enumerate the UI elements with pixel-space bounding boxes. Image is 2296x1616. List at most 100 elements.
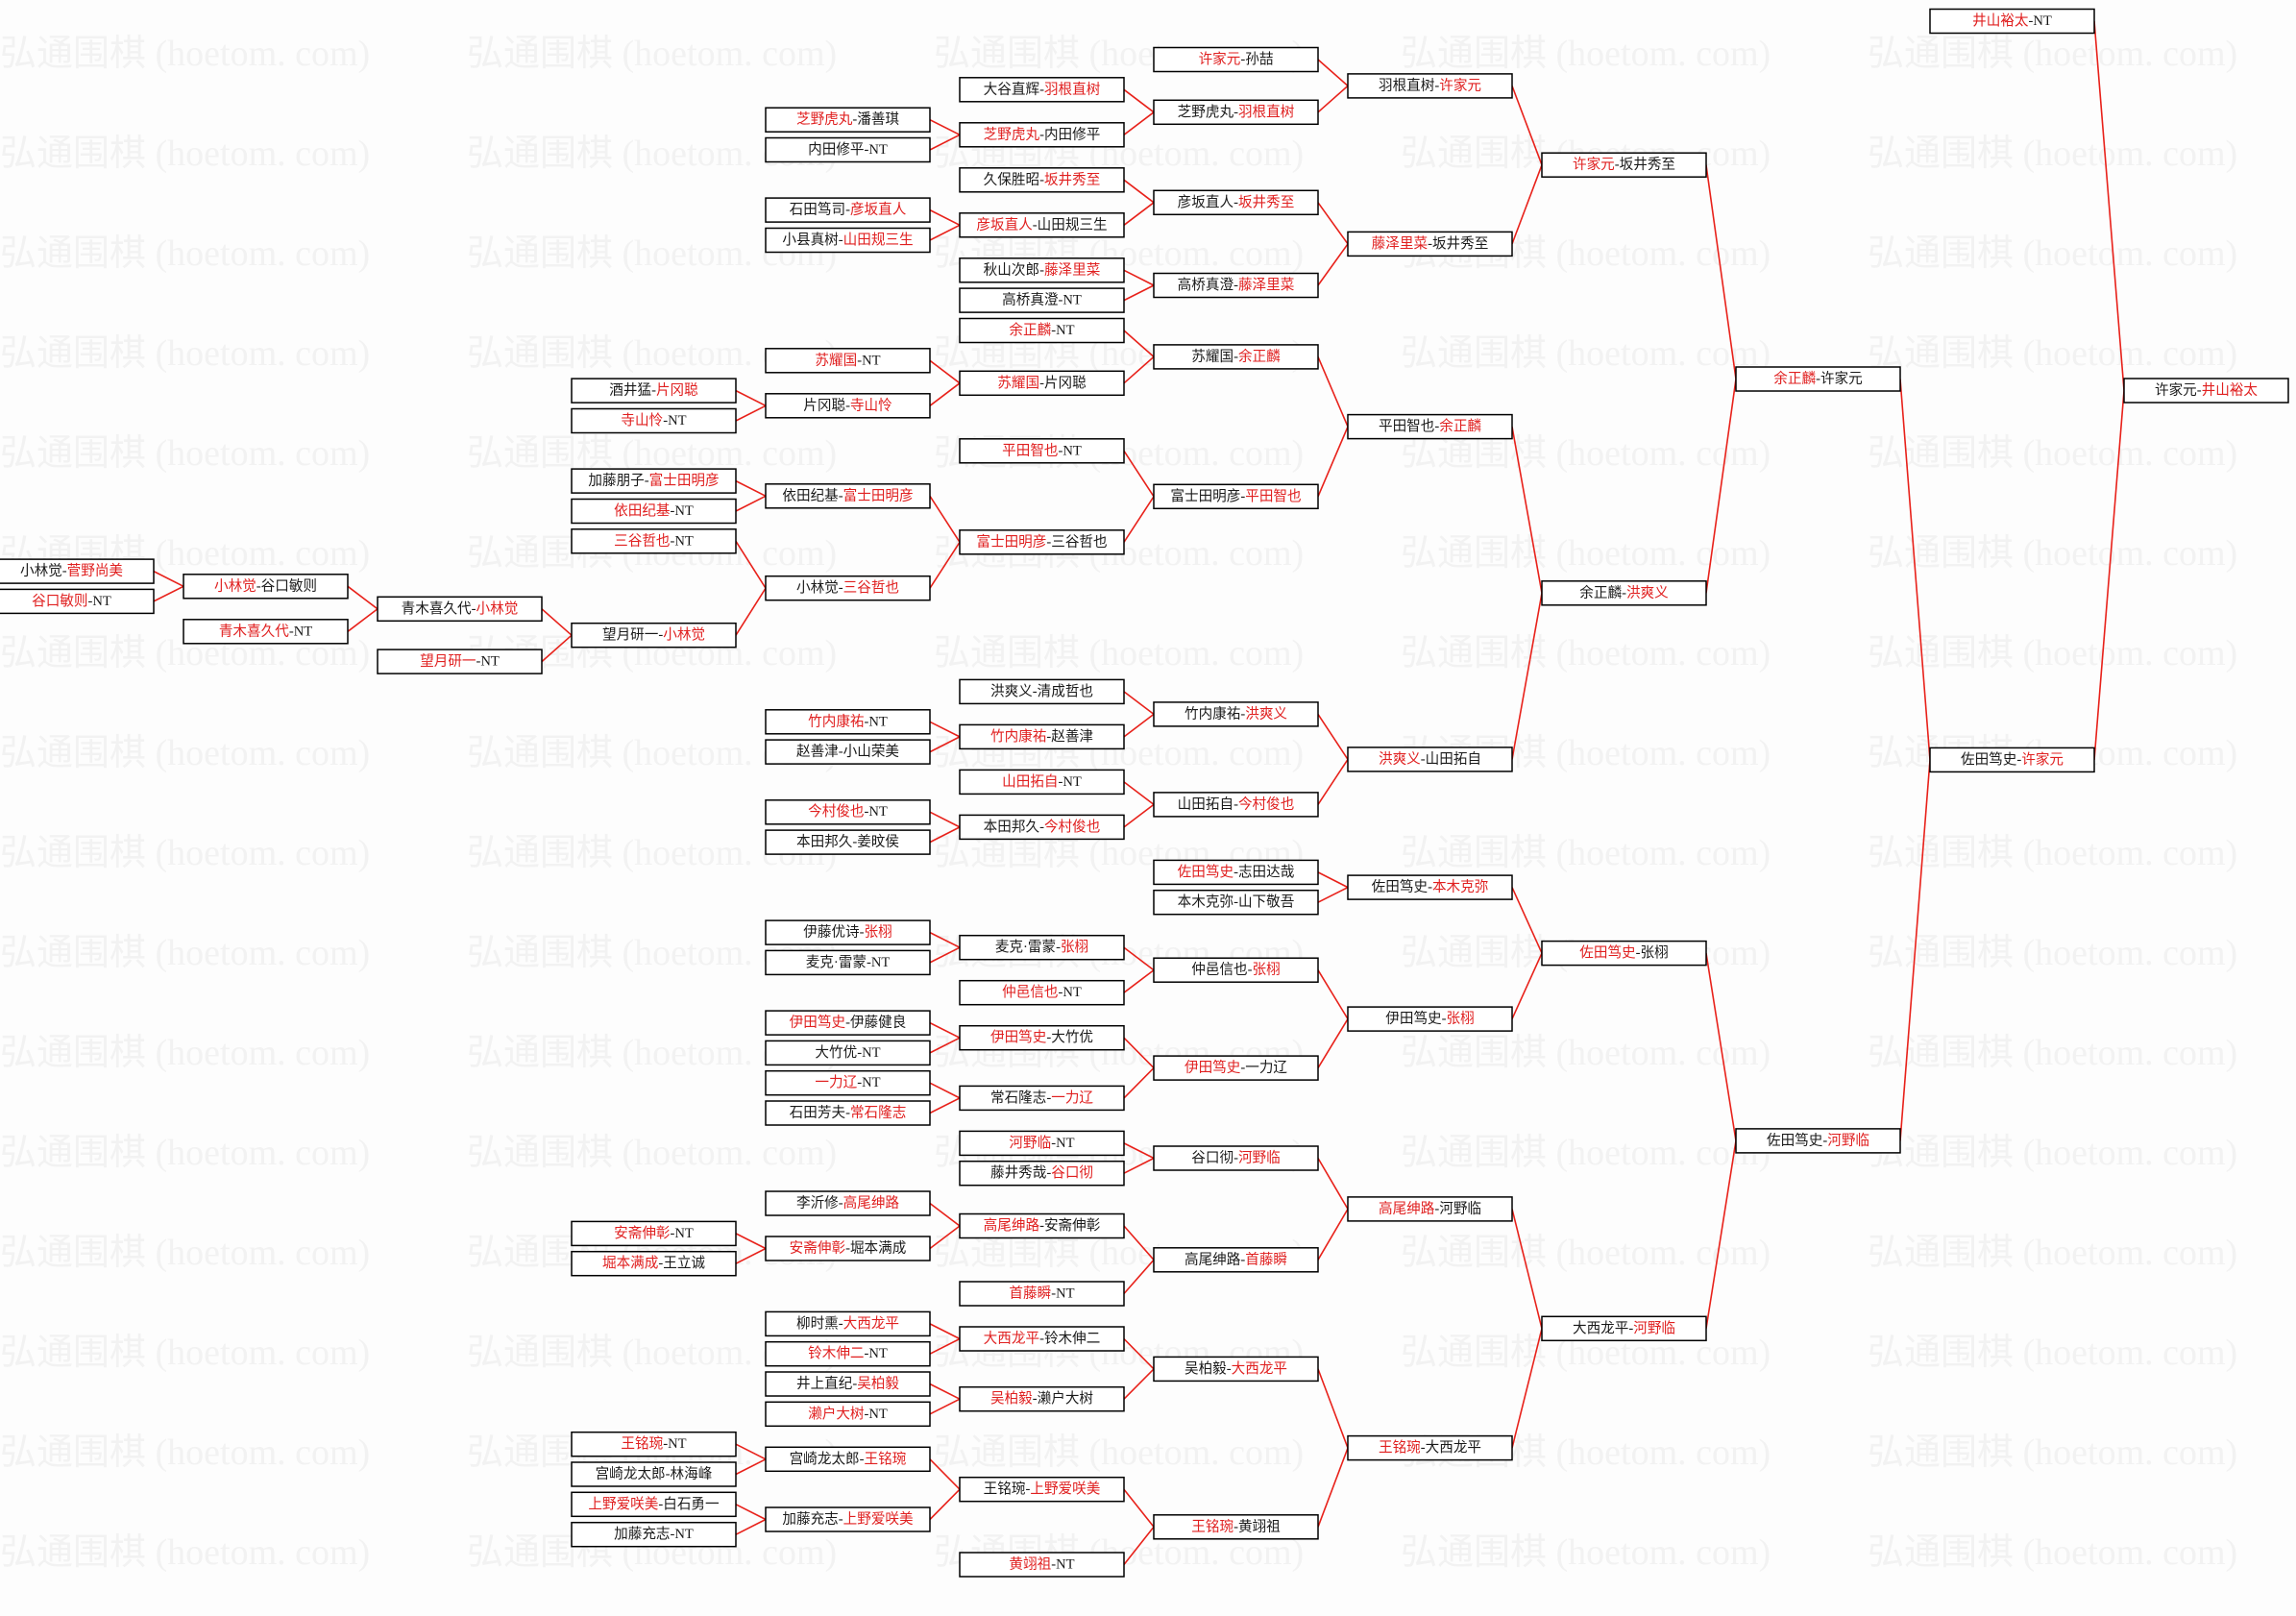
svg-text:芝野虎丸-内田修平: 芝野虎丸-内田修平 <box>984 126 1101 142</box>
svg-text:芝野虎丸-潘善琪: 芝野虎丸-潘善琪 <box>796 111 899 128</box>
svg-text:富士田明彦-平田智也: 富士田明彦-平田智也 <box>1170 487 1301 504</box>
svg-text:彦坂直人-山田规三生: 彦坂直人-山田规三生 <box>976 216 1107 233</box>
svg-text:井山裕太-NT: 井山裕太-NT <box>1972 12 2052 29</box>
svg-text:望月研一-NT: 望月研一-NT <box>420 653 500 670</box>
svg-text:高尾绅路-河野临: 高尾绅路-河野临 <box>1379 1200 1481 1216</box>
svg-text:许家元-井山裕太: 许家元-井山裕太 <box>2155 382 2258 399</box>
svg-text:平田智也-余正麟: 平田智也-余正麟 <box>1379 417 1481 434</box>
svg-text:伊藤优诗-张栩: 伊藤优诗-张栩 <box>803 924 892 941</box>
svg-text:安斋伸彰-堀本满成: 安斋伸彰-堀本满成 <box>790 1239 907 1257</box>
svg-text:仲邑信也-张栩: 仲邑信也-张栩 <box>1191 962 1280 978</box>
svg-text:酒井猛-片冈聪: 酒井猛-片冈聪 <box>609 382 698 399</box>
svg-text:安斋伸彰-NT: 安斋伸彰-NT <box>614 1224 694 1241</box>
svg-text:片冈聪-寺山怜: 片冈聪-寺山怜 <box>803 397 892 413</box>
svg-text:小林觉-菅野尚美: 小林觉-菅野尚美 <box>20 563 123 579</box>
svg-text:佐田笃史-本木克弥: 佐田笃史-本木克弥 <box>1372 878 1489 895</box>
svg-text:高桥真澄-NT: 高桥真澄-NT <box>1002 291 1082 308</box>
svg-text:本木克弥-山下敬吾: 本木克弥-山下敬吾 <box>1178 893 1295 910</box>
svg-text:大西龙平-铃木伸二: 大西龙平-铃木伸二 <box>984 1331 1101 1347</box>
svg-text:竹内康祐-赵善津: 竹内康祐-赵善津 <box>990 728 1093 745</box>
svg-text:宫崎龙太郎-王铭琬: 宫崎龙太郎-王铭琬 <box>790 1451 907 1467</box>
svg-text:佐田笃史-志田达哉: 佐田笃史-志田达哉 <box>1178 864 1295 880</box>
svg-text:洪爽义-山田拓自: 洪爽义-山田拓自 <box>1379 750 1481 767</box>
svg-text:大竹优-NT: 大竹优-NT <box>815 1044 880 1061</box>
svg-text:小林觉-谷口敏则: 小林觉-谷口敏则 <box>214 577 317 594</box>
svg-text:王铭琬-上野爱咲美: 王铭琬-上野爱咲美 <box>984 1481 1101 1497</box>
svg-text:大西龙平-河野临: 大西龙平-河野临 <box>1573 1320 1675 1336</box>
svg-text:本田邦久-今村俊也: 本田邦久-今村俊也 <box>984 819 1101 835</box>
svg-text:平田智也-NT: 平田智也-NT <box>1002 441 1082 458</box>
svg-text:王铭琬-NT: 王铭琬-NT <box>621 1435 686 1452</box>
svg-text:堀本满成-王立诚: 堀本满成-王立诚 <box>602 1255 705 1271</box>
svg-text:麦克·雷蒙-张栩: 麦克·雷蒙-张栩 <box>995 939 1088 955</box>
svg-text:山田拓自-今村俊也: 山田拓自-今村俊也 <box>1178 796 1295 812</box>
svg-text:加藤充志-NT: 加藤充志-NT <box>614 1526 694 1542</box>
svg-text:高尾绅路-首藤瞬: 高尾绅路-首藤瞬 <box>1185 1251 1287 1267</box>
svg-text:石田芳夫-常石隆志: 石田芳夫-常石隆志 <box>790 1105 907 1121</box>
svg-text:羽根直树-许家元: 羽根直树-许家元 <box>1379 77 1481 93</box>
svg-text:彦坂直人-坂井秀至: 彦坂直人-坂井秀至 <box>1178 194 1295 210</box>
svg-text:王铭琬-大西龙平: 王铭琬-大西龙平 <box>1379 1439 1481 1456</box>
svg-text:藤井秀哉-谷口彻: 藤井秀哉-谷口彻 <box>990 1164 1093 1181</box>
svg-text:仲邑信也-NT: 仲邑信也-NT <box>1002 984 1082 1000</box>
svg-text:久保胜昭-坂井秀至: 久保胜昭-坂井秀至 <box>984 171 1101 187</box>
svg-text:小县真树-山田规三生: 小县真树-山田规三生 <box>782 231 913 248</box>
svg-text:佐田笃史-许家元: 佐田笃史-许家元 <box>1961 751 2064 768</box>
svg-text:竹内康祐-洪爽义: 竹内康祐-洪爽义 <box>1185 705 1287 722</box>
svg-text:本田邦久-姜旼侯: 本田邦久-姜旼侯 <box>796 834 899 850</box>
svg-text:石田笃司-彦坂直人: 石田笃司-彦坂直人 <box>790 202 907 218</box>
svg-text:赵善津-小山荣美: 赵善津-小山荣美 <box>796 744 899 760</box>
svg-text:高桥真澄-藤泽里菜: 高桥真澄-藤泽里菜 <box>1178 276 1295 293</box>
svg-text:许家元-孙喆: 许家元-孙喆 <box>1199 51 1274 67</box>
svg-text:吴柏毅-大西龙平: 吴柏毅-大西龙平 <box>1185 1360 1287 1377</box>
svg-text:吴柏毅-濑户大树: 吴柏毅-濑户大树 <box>990 1390 1093 1407</box>
svg-text:三谷哲也-NT: 三谷哲也-NT <box>614 532 694 549</box>
svg-text:内田修平-NT: 内田修平-NT <box>808 141 888 158</box>
svg-text:富士田明彦-三谷哲也: 富士田明彦-三谷哲也 <box>976 532 1107 550</box>
svg-text:李沂修-高尾绅路: 李沂修-高尾绅路 <box>796 1195 899 1212</box>
svg-text:上野爱咲美-白石勇一: 上野爱咲美-白石勇一 <box>588 1496 719 1512</box>
svg-text:柳时熏-大西龙平: 柳时熏-大西龙平 <box>796 1315 899 1332</box>
svg-text:王铭琬-黄翊祖: 王铭琬-黄翊祖 <box>1191 1518 1281 1534</box>
svg-text:加藤充志-上野爱咲美: 加藤充志-上野爱咲美 <box>782 1511 913 1528</box>
svg-text:许家元-坂井秀至: 许家元-坂井秀至 <box>1573 157 1675 173</box>
svg-text:大谷直辉-羽根直树: 大谷直辉-羽根直树 <box>984 81 1101 97</box>
svg-text:谷口敏则-NT: 谷口敏则-NT <box>32 593 111 609</box>
svg-text:铃木伸二-NT: 铃木伸二-NT <box>808 1345 888 1361</box>
svg-text:芝野虎丸-羽根直树: 芝野虎丸-羽根直树 <box>1178 104 1295 120</box>
svg-text:藤泽里菜-坂井秀至: 藤泽里菜-坂井秀至 <box>1372 235 1489 252</box>
svg-text:青木喜久代-NT: 青木喜久代-NT <box>219 623 312 639</box>
svg-text:余正麟-洪爽义: 余正麟-洪爽义 <box>1579 583 1669 600</box>
svg-text:苏耀国-余正麟: 苏耀国-余正麟 <box>1191 347 1281 364</box>
svg-text:伊田笃史-大竹优: 伊田笃史-大竹优 <box>990 1029 1093 1045</box>
svg-text:宫崎龙太郎-林海峰: 宫崎龙太郎-林海峰 <box>596 1466 713 1482</box>
svg-text:伊田笃史-伊藤健良: 伊田笃史-伊藤健良 <box>790 1015 907 1031</box>
svg-text:秋山次郎-藤泽里菜: 秋山次郎-藤泽里菜 <box>984 261 1101 278</box>
svg-text:余正麟-许家元: 余正麟-许家元 <box>1773 370 1862 387</box>
svg-text:加藤朋子-富士田明彦: 加藤朋子-富士田明彦 <box>588 472 719 489</box>
svg-text:竹内康祐-NT: 竹内康祐-NT <box>808 713 888 729</box>
svg-text:伊田笃史-一力辽: 伊田笃史-一力辽 <box>1185 1060 1287 1076</box>
svg-text:一力辽-NT: 一力辽-NT <box>815 1074 880 1090</box>
svg-text:山田拓自-NT: 山田拓自-NT <box>1002 773 1082 790</box>
svg-text:黄翊祖-NT: 黄翊祖-NT <box>1009 1556 1074 1573</box>
svg-text:高尾绅路-安斋伸彰: 高尾绅路-安斋伸彰 <box>984 1216 1101 1234</box>
svg-text:首藤瞬-NT: 首藤瞬-NT <box>1009 1285 1074 1302</box>
svg-text:佐田笃史-河野临: 佐田笃史-河野临 <box>1767 1132 1869 1148</box>
svg-text:依田纪基-NT: 依田纪基-NT <box>614 502 694 519</box>
svg-text:余正麟-NT: 余正麟-NT <box>1009 321 1074 338</box>
svg-text:望月研一-小林觉: 望月研一-小林觉 <box>602 626 705 643</box>
svg-text:伊田笃史-张栩: 伊田笃史-张栩 <box>1385 1011 1474 1027</box>
svg-text:依田纪基-富士田明彦: 依田纪基-富士田明彦 <box>782 486 913 503</box>
svg-text:濑户大树-NT: 濑户大树-NT <box>808 1406 888 1422</box>
svg-text:苏耀国-片冈聪: 苏耀国-片冈聪 <box>997 375 1087 391</box>
svg-text:今村俊也-NT: 今村俊也-NT <box>808 803 888 820</box>
svg-text:谷口彻-河野临: 谷口彻-河野临 <box>1191 1150 1280 1166</box>
svg-text:苏耀国-NT: 苏耀国-NT <box>815 352 880 368</box>
svg-text:洪爽义-清成哲也: 洪爽义-清成哲也 <box>990 683 1093 699</box>
svg-text:麦克·雷蒙-NT: 麦克·雷蒙-NT <box>806 954 891 970</box>
svg-text:小林觉-三谷哲也: 小林觉-三谷哲也 <box>796 579 899 596</box>
svg-text:井上直纪-吴柏毅: 井上直纪-吴柏毅 <box>796 1376 899 1392</box>
svg-text:河野临-NT: 河野临-NT <box>1009 1135 1074 1151</box>
svg-text:常石隆志-一力辽: 常石隆志-一力辽 <box>990 1090 1093 1106</box>
